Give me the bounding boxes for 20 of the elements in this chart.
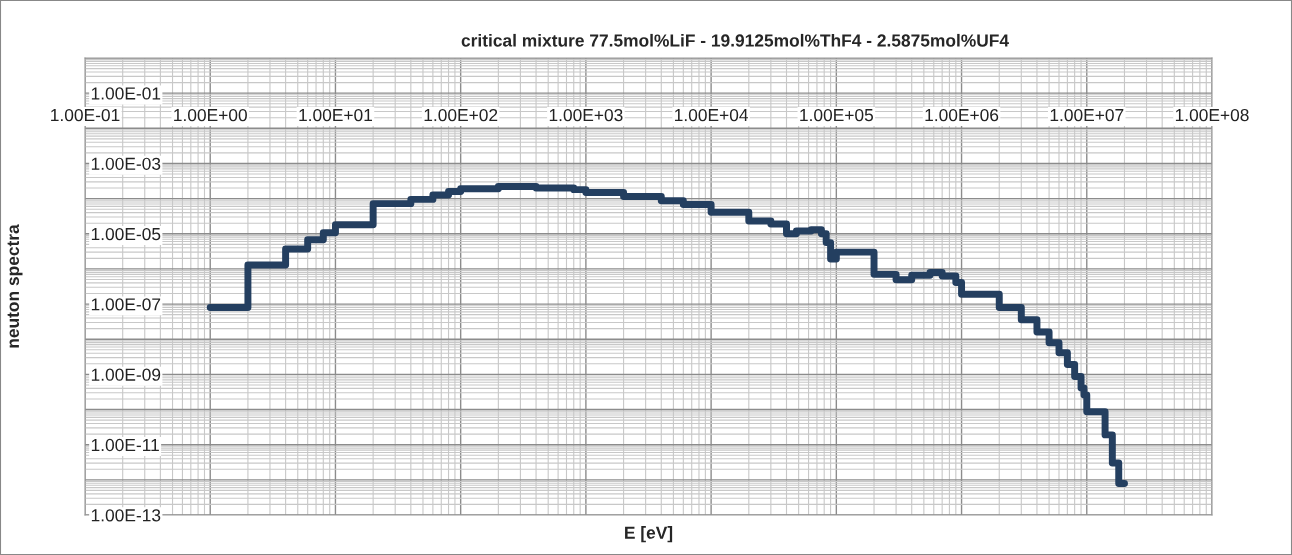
y-tick-label: 1.00E-11 bbox=[91, 438, 159, 452]
x-axis-title: E [eV] bbox=[625, 526, 673, 543]
x-tick-label: 1.00E+03 bbox=[549, 108, 623, 122]
x-tick-label: 1.00E+08 bbox=[1175, 108, 1249, 122]
y-tick-label: 1.00E-01 bbox=[91, 87, 161, 100]
x-tick-label: 1.00E+05 bbox=[800, 108, 874, 122]
x-tick-label: 1.00E+04 bbox=[675, 108, 749, 122]
y-tick-label: 1.00E-03 bbox=[91, 157, 161, 170]
chart-title: critical mixture 77.5mol%LiF - 19.9125mol%ThF4 - 2.5875mol%UF4 bbox=[461, 33, 1009, 47]
x-tick-label: 1.00E+02 bbox=[424, 108, 498, 122]
y-tick-label: 1.00E-07 bbox=[91, 298, 161, 311]
x-tick-label: 1.00E-01 bbox=[51, 108, 120, 122]
y-axis-title: neuton spectra bbox=[7, 224, 23, 348]
x-tick-label: 1.00E+00 bbox=[174, 108, 247, 122]
y-tick-label: 1.00E-13 bbox=[91, 509, 161, 522]
y-tick-label: 1.00E-05 bbox=[91, 227, 161, 241]
x-tick-label: 1.00E+07 bbox=[1050, 108, 1124, 122]
x-tick-label: 1.00E+01 bbox=[299, 108, 373, 122]
x-tick-label: 1.00E+06 bbox=[925, 108, 999, 122]
y-tick-label: 1.00E-09 bbox=[91, 368, 161, 381]
